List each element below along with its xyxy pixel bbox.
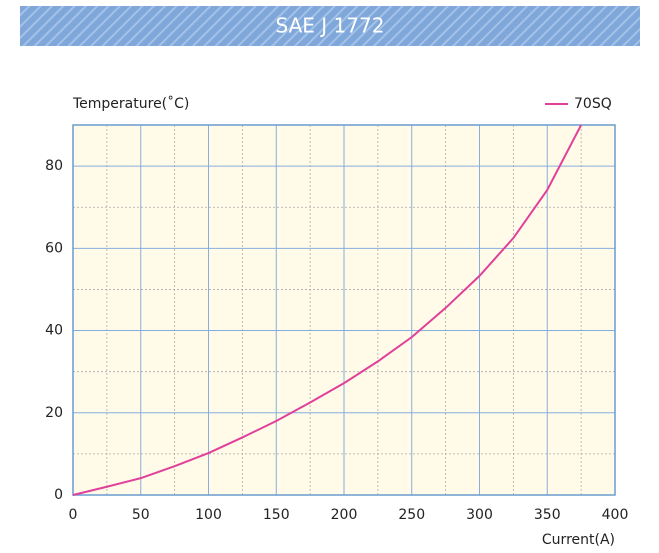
x-tick-label: 0 xyxy=(69,507,78,523)
y-tick-label: 80 xyxy=(45,158,63,174)
x-tick-label: 300 xyxy=(466,507,493,523)
legend-label: 70SQ xyxy=(574,96,612,112)
x-tick-label: 150 xyxy=(263,507,290,523)
line-series xyxy=(72,124,583,496)
x-axis-label: Current(A) xyxy=(542,532,615,548)
x-tick-label: 250 xyxy=(398,507,425,523)
x-tick-label: 400 xyxy=(602,507,629,523)
y-tick-label: 40 xyxy=(45,323,63,339)
x-tick-label: 100 xyxy=(195,507,222,523)
chart-title: SAE J 1772 xyxy=(276,14,385,38)
x-tick-label: 200 xyxy=(331,507,358,523)
plot-border xyxy=(72,124,616,496)
y-tick-label: 0 xyxy=(54,487,63,503)
y-axis-label: Temperature(˚C) xyxy=(72,95,189,112)
y-tick-label: 60 xyxy=(45,240,63,256)
y-tick-label: 20 xyxy=(45,405,63,421)
x-tick-label: 350 xyxy=(534,507,561,523)
x-tick-label: 50 xyxy=(132,507,150,523)
title-banner xyxy=(20,6,640,46)
